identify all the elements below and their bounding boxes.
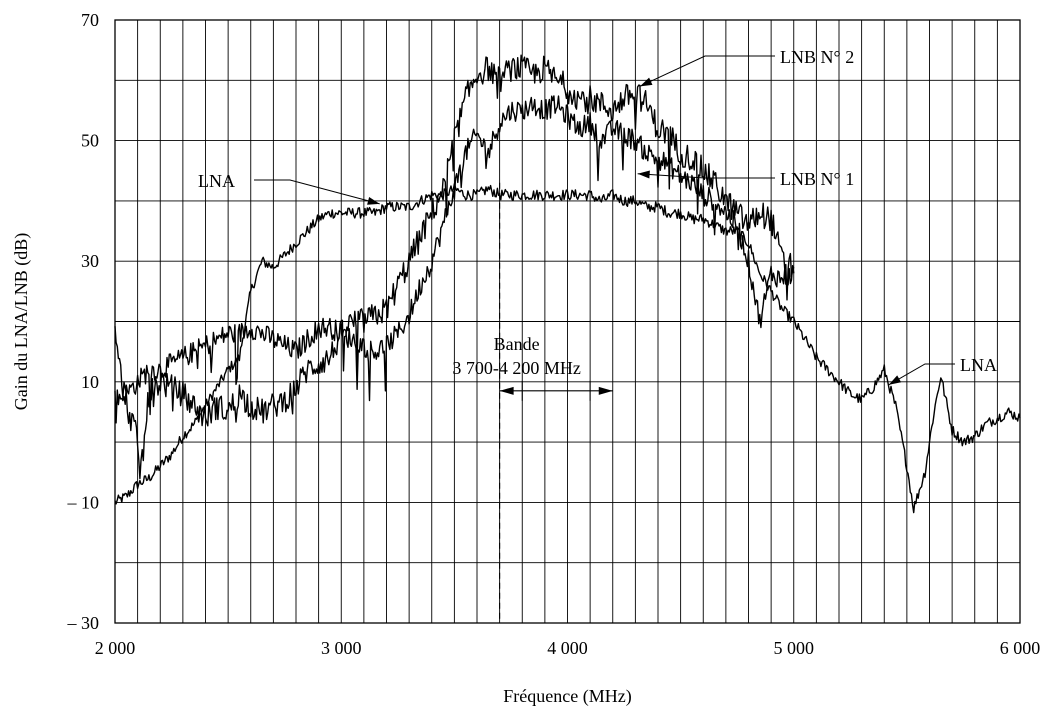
series-line-2	[114, 54, 795, 480]
y-tick-label: 50	[81, 131, 99, 151]
lnb1-leader-head	[637, 170, 650, 179]
y-tick-label: – 10	[67, 492, 100, 512]
tick-labels: 2 000 3 000 4 000 5 000 6 000 70 50 30 10 – 10 – 3…	[67, 10, 1041, 658]
y-tick-label: 70	[81, 10, 99, 30]
band-arrow-left-head	[499, 386, 514, 395]
series-layer	[114, 54, 1021, 514]
lna-label-right: LNA	[960, 355, 997, 375]
y-axis-title: Gain du LNA/LNB (dB)	[11, 233, 32, 410]
plot-frame	[114, 19, 1021, 624]
y-tick-label: – 30	[67, 613, 100, 633]
lnb1-label: LNB N° 1	[780, 169, 854, 189]
lna-right-leader-head	[888, 375, 902, 385]
x-tick-label: 3 000	[321, 638, 362, 658]
x-tick-label: 5 000	[774, 638, 815, 658]
band-marker	[499, 182, 613, 623]
lnb2-leader-head	[639, 77, 653, 87]
lna-left-leader-head	[367, 196, 380, 205]
y-tick-label: 30	[81, 251, 99, 271]
lna-left-leader	[254, 179, 380, 205]
series-line-0	[114, 183, 1021, 514]
x-tick-label: 4 000	[547, 638, 588, 658]
band-label-title: Bande	[494, 334, 540, 354]
lnb2-leader	[639, 55, 775, 87]
lna-right-leader	[888, 363, 955, 386]
annotations: LNA LNA LNB N° 1 LNB N° 2 Bande 3 700-4 …	[198, 47, 997, 386]
band-label-range: 3 700-4 200 MHz	[452, 358, 581, 378]
band-arrow-right-head	[598, 386, 613, 395]
x-axis-title: Fréquence (MHz)	[503, 686, 631, 707]
y-tick-label: 10	[81, 372, 99, 392]
lnb1-leader	[637, 173, 775, 179]
series-line-1	[114, 95, 795, 424]
lnb2-label: LNB N° 2	[780, 47, 854, 67]
x-tick-label: 6 000	[1000, 638, 1041, 658]
x-tick-label: 2 000	[95, 638, 136, 658]
lna-label-left: LNA	[198, 171, 235, 191]
